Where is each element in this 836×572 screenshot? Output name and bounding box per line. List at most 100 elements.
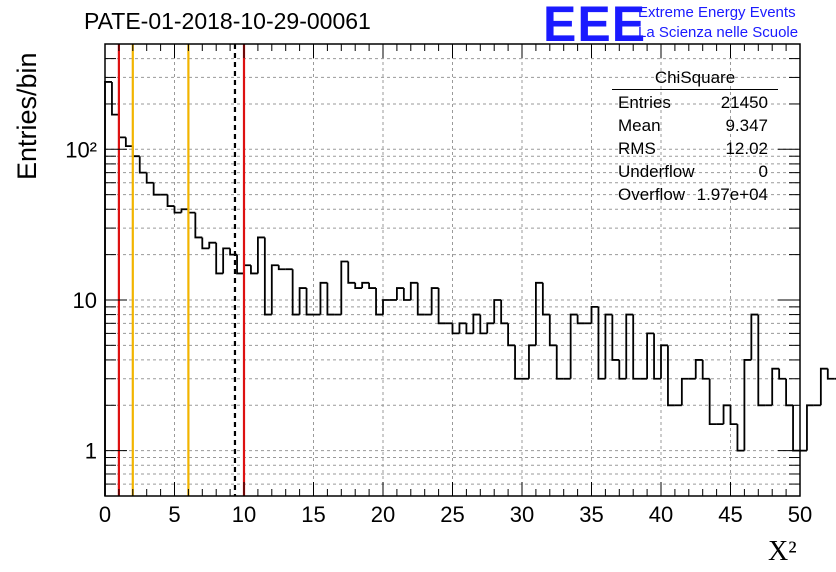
- x-tick-label: 5: [168, 502, 180, 527]
- stats-title: ChiSquare: [612, 68, 778, 90]
- histogram-bin: [208, 241, 217, 249]
- histogram-bin: [173, 206, 182, 214]
- y-tick-label: 10²: [65, 137, 97, 162]
- x-axis-label: X²: [768, 536, 797, 567]
- stats-key: Underflow: [618, 162, 695, 181]
- histogram-bin: [729, 405, 738, 426]
- histogram-bin: [111, 81, 119, 116]
- logo-line-1: Extreme Energy Events: [638, 4, 796, 21]
- histogram-bin: [555, 345, 564, 380]
- x-tick-label: 35: [579, 502, 603, 527]
- y-axis-label: Entries/bin: [12, 52, 42, 180]
- stats-value: 9.347: [725, 116, 768, 135]
- histogram-bin: [465, 323, 474, 335]
- histogram-bin: [507, 323, 516, 347]
- histogram-bin: [152, 182, 161, 196]
- histogram-bin: [778, 368, 787, 380]
- stats-row: Underflow 0: [612, 160, 778, 183]
- histogram-bin: [305, 288, 314, 316]
- histogram-bin: [653, 333, 661, 380]
- histogram-bin: [263, 237, 272, 316]
- histogram-bin: [792, 405, 800, 452]
- histogram-bin: [632, 314, 641, 380]
- histogram-bin: [250, 265, 258, 275]
- x-tick-label: 25: [440, 502, 464, 527]
- histogram-bin: [166, 194, 175, 207]
- logo-line-2: La Scienza nelle Scuole: [638, 24, 799, 41]
- histogram-bin: [437, 288, 446, 325]
- histogram-bin: [771, 367, 780, 406]
- histogram-bin: [548, 314, 557, 347]
- stats-value: 12.02: [725, 139, 768, 158]
- histogram-bin: [486, 322, 495, 334]
- histogram-bin: [458, 322, 467, 334]
- histogram-bin: [201, 237, 210, 250]
- histogram-bin: [625, 313, 634, 379]
- histogram-bin: [382, 299, 390, 315]
- histogram-bin: [611, 314, 620, 361]
- histogram-bin: [535, 281, 543, 346]
- histogram-bin: [514, 345, 522, 380]
- histogram-bin: [590, 305, 599, 324]
- histogram-bin: [597, 306, 606, 380]
- histogram-bin: [667, 345, 675, 407]
- histogram-bin: [528, 344, 536, 379]
- histogram-bin: [750, 313, 759, 360]
- histogram-bin: [298, 287, 307, 315]
- histogram-bin: [819, 367, 828, 406]
- histogram-bin: [472, 313, 481, 334]
- x-tick-label: 15: [301, 502, 325, 527]
- histogram-bin: [326, 282, 335, 316]
- stats-key: RMS: [618, 139, 656, 158]
- x-tick-label: 20: [371, 502, 395, 527]
- histogram-bin: [826, 368, 835, 380]
- histogram-bin: [409, 281, 418, 300]
- histogram-bin: [194, 212, 203, 239]
- histogram-bin: [124, 137, 133, 148]
- histogram-bin: [402, 288, 411, 301]
- stats-value: 0: [758, 162, 768, 181]
- grid-lines: [105, 44, 800, 496]
- stats-key: Entries: [618, 93, 671, 112]
- histogram-bin: [701, 359, 710, 380]
- histogram-bin: [104, 81, 112, 496]
- histogram-bin: [541, 282, 550, 316]
- x-tick-label: 0: [99, 502, 111, 527]
- tick-labels: 0 5 10 15 20 25 30 35 40 45 50 1 10 10²: [65, 137, 812, 527]
- histogram-bin: [347, 261, 356, 284]
- histogram-bin: [736, 424, 745, 452]
- x-tick-label: 30: [510, 502, 534, 527]
- histogram-bin: [291, 269, 300, 316]
- histogram-bin: [277, 265, 286, 271]
- histogram-bin: [340, 260, 349, 315]
- stats-row: Entries 21450: [612, 91, 778, 114]
- histogram-bin: [375, 288, 383, 316]
- histogram-bin: [416, 282, 425, 316]
- histogram-bin: [757, 314, 766, 407]
- histogram-bin: [479, 314, 488, 335]
- histogram-bin: [368, 282, 377, 289]
- histogram-bin: [270, 264, 279, 315]
- histogram-bin: [806, 404, 814, 451]
- histogram-bin: [785, 378, 794, 407]
- reference-lines: [117, 44, 246, 496]
- chart-title: PATE-01-2018-10-29-00061: [84, 8, 371, 34]
- histogram-bin: [604, 313, 613, 379]
- histogram-bin: [618, 359, 627, 380]
- histogram-bin: [500, 299, 509, 325]
- histogram-bin: [396, 287, 404, 300]
- histogram-bin: [236, 254, 244, 275]
- stats-row: RMS 12.02: [612, 137, 778, 160]
- stats-row: Overflow 1.97e+04: [612, 183, 778, 206]
- histogram-bin: [660, 344, 668, 379]
- histogram-bin: [708, 378, 717, 426]
- stats-value: 21450: [720, 93, 768, 112]
- histogram-bin: [722, 404, 731, 425]
- histogram-bin: [257, 236, 265, 274]
- stats-box: ChiSquare Entries 21450 Mean 9.347 RMS 12.0…: [612, 68, 778, 206]
- histogram-bin: [569, 313, 578, 379]
- histogram-bin: [743, 359, 752, 451]
- y-tick-label: 10: [73, 288, 97, 313]
- stats-key: Mean: [618, 116, 661, 135]
